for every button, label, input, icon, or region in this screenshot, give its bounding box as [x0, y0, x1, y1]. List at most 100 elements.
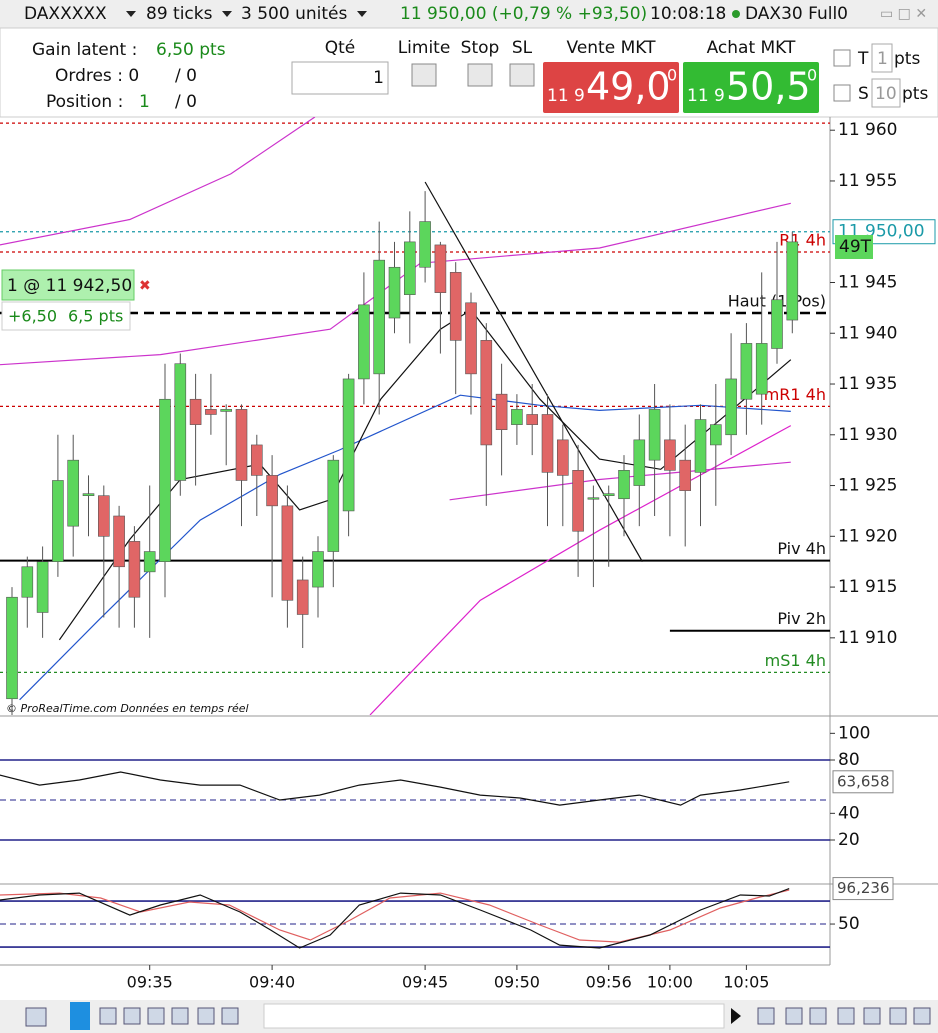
x-tick-label: 10:00 — [647, 973, 693, 992]
stop-label: Stop — [461, 38, 500, 58]
y-tick-label: 11 910 — [838, 628, 897, 648]
candle-body — [572, 470, 584, 532]
sell-price: 49,0 — [586, 65, 671, 109]
candle-body — [419, 221, 431, 268]
candle-body — [342, 378, 355, 512]
candle-body — [205, 409, 217, 415]
y-tick-label: 11 955 — [838, 171, 897, 191]
scrollbar[interactable] — [263, 1003, 725, 1029]
candle-body — [618, 470, 630, 500]
t-input[interactable] — [871, 43, 893, 73]
watermark: © ProRealTime.com Données en temps réel — [6, 702, 249, 715]
tool-icons[interactable] — [25, 1007, 931, 1027]
candle-body — [388, 266, 401, 319]
x-tick-label: 10:05 — [723, 973, 769, 992]
y-tick-label: 50 — [838, 914, 860, 934]
x-tick-label: 09:50 — [494, 973, 540, 992]
feed: DAX30 Full0 — [745, 4, 848, 24]
level-label: mR2 4h — [764, 102, 826, 121]
y-tick-label: 20 — [838, 830, 860, 850]
candle-body — [235, 409, 248, 481]
candle-body — [725, 378, 737, 436]
candle-body — [128, 541, 141, 598]
candle-body — [449, 272, 462, 341]
candle-body — [587, 497, 600, 500]
t-value: 1 — [877, 49, 888, 69]
position-pts: 6,5 pts — [68, 307, 123, 326]
candle-body — [465, 302, 477, 375]
candle-body — [67, 459, 79, 527]
y-tick-label: 11 960 — [838, 120, 897, 140]
limit-button[interactable] — [411, 63, 437, 87]
candle-body — [602, 493, 615, 496]
oscillator-line — [0, 889, 790, 943]
scroll-right[interactable] — [731, 1008, 741, 1024]
t-unit: pts — [894, 49, 920, 69]
qty-input[interactable] — [291, 61, 389, 95]
countdown-box — [835, 235, 873, 259]
buy-button[interactable] — [683, 62, 819, 113]
candle-body — [495, 393, 508, 431]
position-entry: 1 @ 11 942,50 — [7, 276, 132, 296]
t-checkbox[interactable] — [833, 49, 851, 67]
candle-body — [281, 505, 294, 601]
y-tick-label: 11 925 — [838, 476, 897, 496]
value-tag-label: 63,658 — [837, 772, 890, 790]
sl-button[interactable] — [509, 63, 535, 87]
y-tick-label: 11 945 — [838, 272, 897, 292]
instrument[interactable]: DAXXXXX — [24, 4, 107, 24]
candle-body — [296, 579, 309, 615]
indicator-panel — [0, 759, 830, 841]
s-label: S — [858, 84, 869, 104]
buy-price: 50,5 — [726, 65, 811, 109]
indicator-line — [424, 181, 643, 562]
gain-value: 6,50 pts — [156, 40, 226, 60]
oscillator-line — [0, 771, 790, 806]
sell-label: Vente MKT — [567, 38, 657, 58]
share-button[interactable] — [70, 1002, 90, 1030]
candle-body — [434, 244, 447, 293]
candle-body — [709, 424, 722, 446]
window-buttons[interactable]: ▭ □ ✕ — [880, 6, 927, 22]
level-label: Piv 2h — [777, 609, 826, 628]
s-input[interactable] — [871, 78, 901, 108]
candle-body — [113, 515, 125, 568]
indicator-panel — [0, 888, 830, 949]
period[interactable]: 89 ticks — [146, 4, 213, 24]
candle-body — [480, 340, 493, 446]
x-tick-label: 09:35 — [127, 973, 173, 992]
candle-body — [403, 241, 416, 295]
candle-body — [556, 439, 569, 476]
orders-sep: / 0 — [175, 66, 197, 86]
stop-button[interactable] — [467, 63, 493, 87]
clock: 10:08:18 — [650, 4, 726, 24]
candle-body — [312, 551, 324, 588]
sell-button[interactable] — [543, 62, 679, 113]
close-position[interactable]: ✖ — [139, 278, 151, 294]
t-label: T — [857, 49, 869, 69]
y-tick-label: 11 920 — [838, 526, 897, 546]
status-dot — [732, 10, 740, 18]
sl-label: SL — [512, 38, 533, 58]
y-tick-label: 11 915 — [838, 577, 897, 597]
candle-body — [52, 480, 64, 562]
candle-body — [740, 343, 753, 400]
quote: 11 950,00 (+0,79 % +93,50) — [400, 4, 647, 24]
pnl-box — [1, 301, 131, 331]
x-tick-label: 09:45 — [402, 973, 448, 992]
s-checkbox[interactable] — [833, 84, 851, 102]
candle-body — [526, 414, 539, 425]
y-tick-label: 11 935 — [838, 374, 897, 394]
candle-body — [189, 398, 202, 425]
candle-body — [174, 363, 187, 481]
position-value: 1 — [139, 92, 150, 112]
y-tick-label: 11 930 — [838, 425, 897, 445]
gain-label: Gain latent : — [32, 40, 137, 60]
candle-body — [664, 439, 676, 471]
candle-body — [159, 398, 171, 562]
candle-body — [251, 444, 263, 476]
quantity[interactable]: 3 500 unités — [241, 4, 347, 24]
level-label: mS1 4h — [765, 651, 826, 670]
